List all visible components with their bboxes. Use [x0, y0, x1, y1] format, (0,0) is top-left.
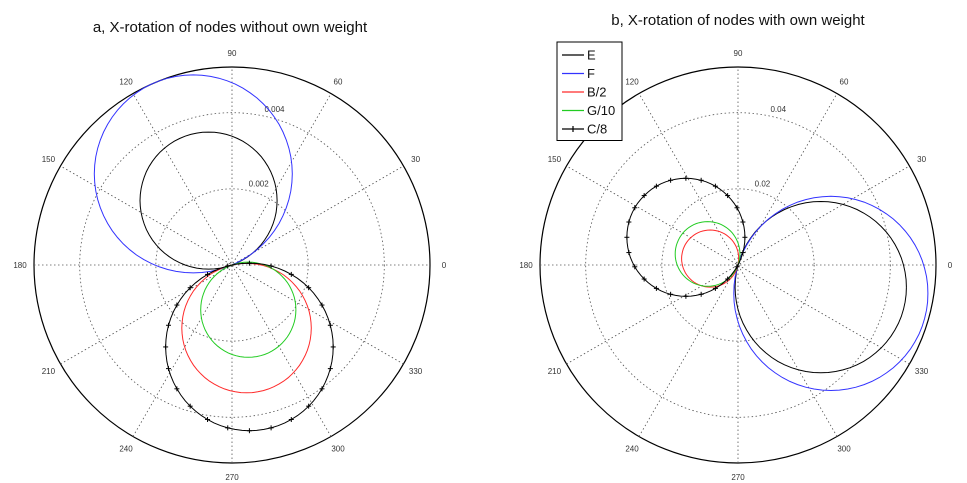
legend-label-F: F	[587, 66, 595, 81]
chart-a-angle-tick-240: 240	[119, 445, 133, 454]
chart-b-angle-tick-0: 0	[948, 261, 953, 270]
chart-a-r-grid-circle	[155, 188, 309, 342]
chart-a-series	[93, 74, 336, 434]
chart-b-r-grid-circle	[585, 112, 891, 418]
chart-b-r-tick-label: 0.02	[755, 180, 771, 189]
chart-a-r-tick-label: 0.004	[264, 105, 285, 114]
chart-a-angle-tick-30: 30	[411, 155, 420, 164]
chart-a-angle-tick-120: 120	[119, 77, 133, 86]
chart-b-series-B-2-line	[681, 229, 740, 288]
chart-b-series-E-line	[734, 200, 907, 374]
chart-a-angle-tick-300: 300	[331, 445, 345, 454]
chart-b-angle-tick-180: 180	[519, 261, 533, 270]
chart-a-series-E-line	[139, 131, 278, 270]
chart-b-r-grid-circle	[661, 188, 815, 342]
chart-a-angle-tick-60: 60	[334, 77, 343, 86]
chart-b-series	[624, 175, 929, 392]
chart-a-angle-tick-0: 0	[442, 261, 447, 270]
legend-label-B-2: B/2	[587, 85, 607, 100]
chart-a-angle-tick-90: 90	[228, 49, 237, 58]
chart-b-series-F-line	[733, 195, 929, 392]
chart-a-angle-tick-180: 180	[13, 261, 27, 270]
chart-b-angle-tick-30: 30	[917, 155, 926, 164]
chart-b-angle-tick-240: 240	[625, 445, 639, 454]
chart-a-angle-tick-150: 150	[42, 155, 56, 164]
chart-b-angle-tick-270: 270	[731, 473, 745, 482]
chart-b-legend: EF B/2 G/10 C/8	[556, 41, 623, 141]
chart-a-angle-tick-270: 270	[225, 473, 239, 482]
chart-b-angle-tick-120: 120	[625, 77, 639, 86]
chart-b: b, X-rotation of nodes with own weight 0…	[519, 12, 952, 482]
legend-box	[556, 41, 623, 141]
legend-label-G-10: G/10	[587, 103, 615, 118]
chart-b-angle-tick-90: 90	[734, 49, 743, 58]
chart-a-series-B-2-line	[181, 262, 312, 394]
chart-b-grid: 0.02 0.04 0 30 60 90 120 150 180 210 240 270 300 330	[519, 49, 952, 482]
chart-b-r-tick-label: 0.04	[770, 105, 786, 114]
legend-label-C-8: C/8	[587, 122, 607, 137]
legend-label-E: E	[587, 48, 596, 63]
chart-a: a, X-rotation of nodes without own weigh…	[13, 19, 446, 482]
chart-a-title: a, X-rotation of nodes without own weigh…	[93, 19, 368, 36]
chart-a-angle-tick-210: 210	[42, 367, 56, 376]
chart-b-angle-tick-210: 210	[548, 367, 562, 376]
chart-b-angle-tick-330: 330	[915, 367, 929, 376]
chart-a-series-F-line	[93, 74, 293, 274]
chart-b-angle-tick-300: 300	[837, 445, 851, 454]
chart-a-r-grid-circle	[79, 112, 385, 418]
chart-a-r-tick-label: 0.002	[249, 180, 270, 189]
chart-b-angle-tick-150: 150	[548, 155, 562, 164]
chart-b-title: b, X-rotation of nodes with own weight	[611, 12, 865, 29]
chart-a-grid: 0.002 0.004 0 30 60 90 120 150 180 210 240 270 300 33…	[13, 49, 446, 482]
chart-a-series-G-10-line	[200, 261, 297, 358]
chart-b-angle-tick-60: 60	[840, 77, 849, 86]
chart-a-angle-tick-330: 330	[409, 367, 423, 376]
